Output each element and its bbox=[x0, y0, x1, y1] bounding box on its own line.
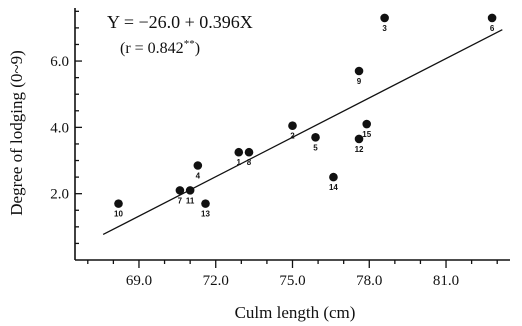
data-point-12 bbox=[354, 134, 364, 144]
point-label-15: 15 bbox=[362, 130, 371, 139]
y-minor-ticks bbox=[75, 10, 79, 245]
x-minor-ticks bbox=[87, 260, 498, 264]
x-tick-label: 81.0 bbox=[433, 273, 459, 289]
point-label-14: 14 bbox=[329, 183, 338, 192]
point-label-11: 11 bbox=[186, 196, 195, 205]
data-point-8 bbox=[244, 147, 254, 157]
point-label-4: 4 bbox=[196, 172, 201, 181]
data-point-4 bbox=[193, 161, 203, 170]
x-tick-label: 69.0 bbox=[126, 273, 152, 289]
data-point-2 bbox=[288, 121, 297, 131]
x-tick-label: 72.0 bbox=[203, 273, 229, 289]
data-point-5 bbox=[311, 133, 320, 142]
correlation-annotation: (r = 0.842**) bbox=[120, 38, 200, 57]
r-value: (r = 0.842 bbox=[120, 40, 184, 57]
point-label-13: 13 bbox=[201, 210, 210, 219]
x-tick-label: 75.0 bbox=[279, 273, 305, 289]
data-points: 10 7 11 4 13 1 8 2 5 14 12 15 9 3 6 bbox=[114, 13, 497, 219]
y-tick-label: 2.0 bbox=[50, 187, 69, 203]
point-label-3: 3 bbox=[382, 24, 387, 33]
point-label-2: 2 bbox=[290, 132, 295, 141]
x-tick-label: 78.0 bbox=[356, 273, 382, 289]
data-point-13 bbox=[201, 199, 210, 208]
y-axis-title: Degree of lodging (0~9) bbox=[7, 50, 26, 215]
point-label-6: 6 bbox=[490, 24, 495, 33]
point-label-1: 1 bbox=[237, 158, 242, 167]
x-axis-title: Culm length (cm) bbox=[235, 303, 356, 322]
data-point-7 bbox=[175, 186, 185, 195]
data-point-3 bbox=[380, 13, 389, 23]
data-point-11 bbox=[185, 186, 195, 195]
data-point-14 bbox=[329, 172, 338, 182]
point-label-10: 10 bbox=[114, 210, 123, 219]
data-point-1 bbox=[234, 147, 244, 157]
regression-equation: Y = −26.0 + 0.396X bbox=[107, 12, 253, 32]
y-tick-label: 6.0 bbox=[50, 54, 69, 70]
regression-line bbox=[102, 29, 503, 236]
point-label-9: 9 bbox=[357, 77, 362, 86]
significance-marker: ** bbox=[184, 38, 195, 50]
point-label-8: 8 bbox=[247, 158, 252, 167]
y-tick-label: 4.0 bbox=[50, 120, 69, 136]
point-label-5: 5 bbox=[313, 143, 318, 152]
point-label-7: 7 bbox=[178, 196, 183, 205]
data-point-9 bbox=[354, 66, 364, 76]
r-close-paren: ) bbox=[195, 40, 200, 57]
point-label-12: 12 bbox=[355, 145, 364, 154]
data-point-15 bbox=[362, 119, 372, 129]
data-point-6 bbox=[487, 13, 497, 23]
data-point-10 bbox=[114, 199, 123, 208]
